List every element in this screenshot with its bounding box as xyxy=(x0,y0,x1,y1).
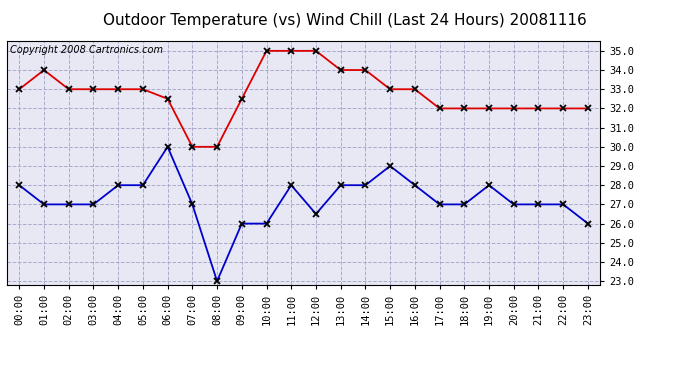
Text: Outdoor Temperature (vs) Wind Chill (Last 24 Hours) 20081116: Outdoor Temperature (vs) Wind Chill (Las… xyxy=(103,13,587,28)
Text: Copyright 2008 Cartronics.com: Copyright 2008 Cartronics.com xyxy=(10,45,163,55)
